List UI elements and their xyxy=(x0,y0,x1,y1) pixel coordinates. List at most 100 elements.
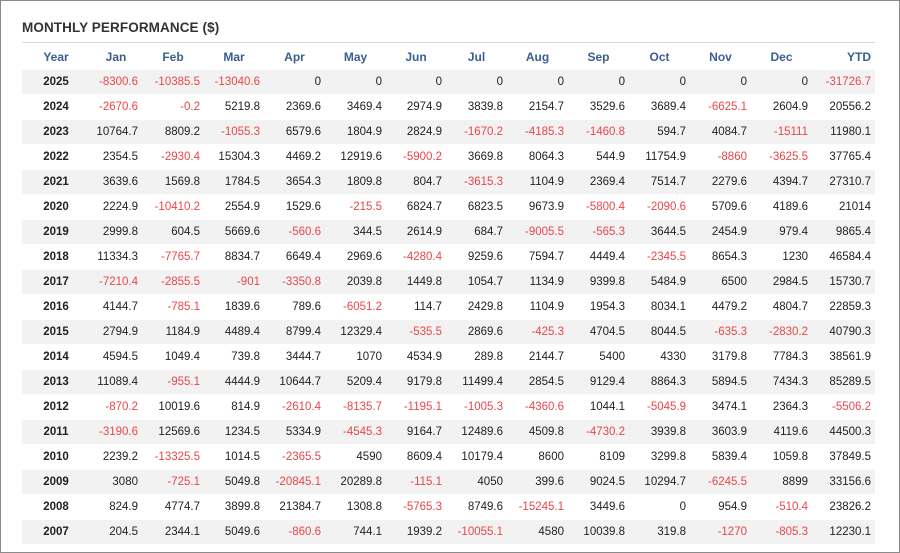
month-value-cell: 15304.3 xyxy=(204,144,264,170)
month-value-cell: 5894.5 xyxy=(690,369,751,395)
month-value-cell: 6823.5 xyxy=(446,194,507,220)
column-header-dec[interactable]: Dec xyxy=(770,50,793,64)
month-value-cell: -215.5 xyxy=(325,194,386,220)
month-value-cell: 2224.9 xyxy=(90,194,142,220)
month-value-cell: 684.7 xyxy=(446,219,507,245)
month-value-cell: -425.3 xyxy=(507,319,568,345)
year-cell: 2018 xyxy=(22,244,90,270)
column-header-jan[interactable]: Jan xyxy=(105,50,127,64)
month-value-cell: 8044.5 xyxy=(629,319,690,345)
column-header-oct[interactable]: Oct xyxy=(649,50,670,64)
month-value-cell: 5049.6 xyxy=(204,519,264,544)
month-value-cell: 11334.3 xyxy=(90,244,142,270)
month-value-cell: 0 xyxy=(568,69,629,95)
month-value-cell: -2855.5 xyxy=(142,269,204,295)
month-value-cell: -5045.9 xyxy=(629,394,690,420)
month-value-cell: 1104.9 xyxy=(507,294,568,320)
month-value-cell: 8654.3 xyxy=(690,244,751,270)
table-row: 2025 -8300.6 -10385.5 -13040.6 0 0 0 0 0 0 0 0 0 -317… xyxy=(22,69,875,95)
month-value-cell: 6500 xyxy=(690,269,751,295)
month-value-cell: 0 xyxy=(751,69,812,95)
month-value-cell: -535.5 xyxy=(386,319,446,345)
month-value-cell: 4704.5 xyxy=(568,319,629,345)
month-value-cell: 5839.4 xyxy=(690,444,751,470)
month-value-cell: -2365.5 xyxy=(264,444,325,470)
month-value-cell: 2554.9 xyxy=(204,194,264,220)
year-cell: 2012 xyxy=(22,394,90,420)
ytd-cell: 20556.2 xyxy=(812,94,875,120)
month-value-cell: -1460.8 xyxy=(568,119,629,145)
title-divider xyxy=(22,42,875,43)
ytd-cell: 15730.7 xyxy=(812,269,875,295)
column-header-mar[interactable]: Mar xyxy=(223,50,245,64)
month-value-cell: 804.7 xyxy=(386,169,446,195)
month-value-cell: 204.5 xyxy=(90,519,142,544)
month-value-cell: -725.1 xyxy=(142,469,204,495)
column-header-sep[interactable]: Sep xyxy=(587,50,610,64)
month-value-cell: 1049.4 xyxy=(142,344,204,370)
ytd-cell: 27310.7 xyxy=(812,169,875,195)
column-header-ytd[interactable]: YTD xyxy=(847,50,871,64)
column-header-may[interactable]: May xyxy=(343,50,368,64)
month-value-cell: 3644.5 xyxy=(629,219,690,245)
month-value-cell: 11089.4 xyxy=(90,369,142,395)
month-value-cell: 744.1 xyxy=(325,519,386,544)
month-value-cell: 739.8 xyxy=(204,344,264,370)
year-cell: 2016 xyxy=(22,294,90,320)
month-value-cell: 2974.9 xyxy=(386,94,446,120)
month-value-cell: -2610.4 xyxy=(264,394,325,420)
month-value-cell: 8600 xyxy=(507,444,568,470)
month-value-cell: 544.9 xyxy=(568,144,629,170)
column-header-apr[interactable]: Apr xyxy=(284,50,305,64)
panel-title: MONTHLY PERFORMANCE ($) xyxy=(22,20,220,35)
table-row: 2017 -7210.4 -2855.5 -901 -3350.8 2039.8 1449.… xyxy=(22,269,875,295)
month-value-cell: -2670.6 xyxy=(90,94,142,120)
table-row: 2021 3639.6 1569.8 1784.5 3654.3 1809.8 804.7-… xyxy=(22,169,875,195)
month-value-cell: 3654.3 xyxy=(264,169,325,195)
month-value-cell: 4144.7 xyxy=(90,294,142,320)
month-value-cell: -2345.5 xyxy=(629,244,690,270)
month-value-cell: -10385.5 xyxy=(142,69,204,95)
month-value-cell: 6579.6 xyxy=(264,119,325,145)
column-header-feb[interactable]: Feb xyxy=(162,50,184,64)
column-header-jul[interactable]: Jul xyxy=(467,50,486,64)
month-value-cell: 4534.9 xyxy=(386,344,446,370)
month-value-cell: 594.7 xyxy=(629,119,690,145)
month-value-cell: -8860 xyxy=(690,144,751,170)
table-row: 2014 4594.5 1049.4 739.8 3444.7 1070 4534.9 289… xyxy=(22,344,875,370)
month-value-cell: 824.9 xyxy=(90,494,142,520)
ytd-cell: 22859.3 xyxy=(812,294,875,320)
month-value-cell: 9179.8 xyxy=(386,369,446,395)
column-header-year[interactable]: Year xyxy=(43,50,69,64)
month-value-cell: 12329.4 xyxy=(325,319,386,345)
month-value-cell: 8864.3 xyxy=(629,369,690,395)
month-value-cell: -13040.6 xyxy=(204,69,264,95)
month-value-cell: 814.9 xyxy=(204,394,264,420)
month-value-cell: -13325.5 xyxy=(142,444,204,470)
month-value-cell: -7765.7 xyxy=(142,244,204,270)
column-header-aug[interactable]: Aug xyxy=(525,50,550,64)
month-value-cell: -20845.1 xyxy=(264,469,325,495)
month-value-cell: 7594.7 xyxy=(507,244,568,270)
month-value-cell: -5900.2 xyxy=(386,144,446,170)
ytd-cell: 21014 xyxy=(812,194,875,220)
month-value-cell: 5484.9 xyxy=(629,269,690,295)
month-value-cell: 5334.9 xyxy=(264,419,325,445)
month-value-cell: 1839.6 xyxy=(204,294,264,320)
month-value-cell: 8899 xyxy=(751,469,812,495)
month-value-cell: 2454.9 xyxy=(690,219,751,245)
table-row: 2020 2224.9 -10410.2 2554.9 1529.6 -215.5 6824… xyxy=(22,194,875,220)
month-value-cell: 6649.4 xyxy=(264,244,325,270)
month-value-cell: 1809.8 xyxy=(325,169,386,195)
month-value-cell: -4185.3 xyxy=(507,119,568,145)
month-value-cell: 4594.5 xyxy=(90,344,142,370)
column-header-nov[interactable]: Nov xyxy=(709,50,732,64)
column-header-jun[interactable]: Jun xyxy=(405,50,427,64)
month-value-cell: 289.8 xyxy=(446,344,507,370)
table-row: 2013 11089.4 -955.1 4444.9 10644.7 5209.4 9179… xyxy=(22,369,875,395)
month-value-cell: 1070 xyxy=(325,344,386,370)
month-value-cell: 2429.8 xyxy=(446,294,507,320)
month-value-cell: 3939.8 xyxy=(629,419,690,445)
month-value-cell: -1055.3 xyxy=(204,119,264,145)
month-value-cell: -4360.6 xyxy=(507,394,568,420)
